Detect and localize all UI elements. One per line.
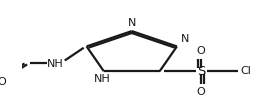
Text: N: N <box>181 34 190 44</box>
Text: O: O <box>197 87 206 97</box>
Text: O: O <box>0 77 6 87</box>
Text: NH: NH <box>94 74 111 84</box>
Text: S: S <box>197 65 205 78</box>
Text: Cl: Cl <box>240 66 251 76</box>
Text: O: O <box>197 46 206 56</box>
Text: N: N <box>128 18 136 28</box>
Text: NH: NH <box>47 59 64 69</box>
